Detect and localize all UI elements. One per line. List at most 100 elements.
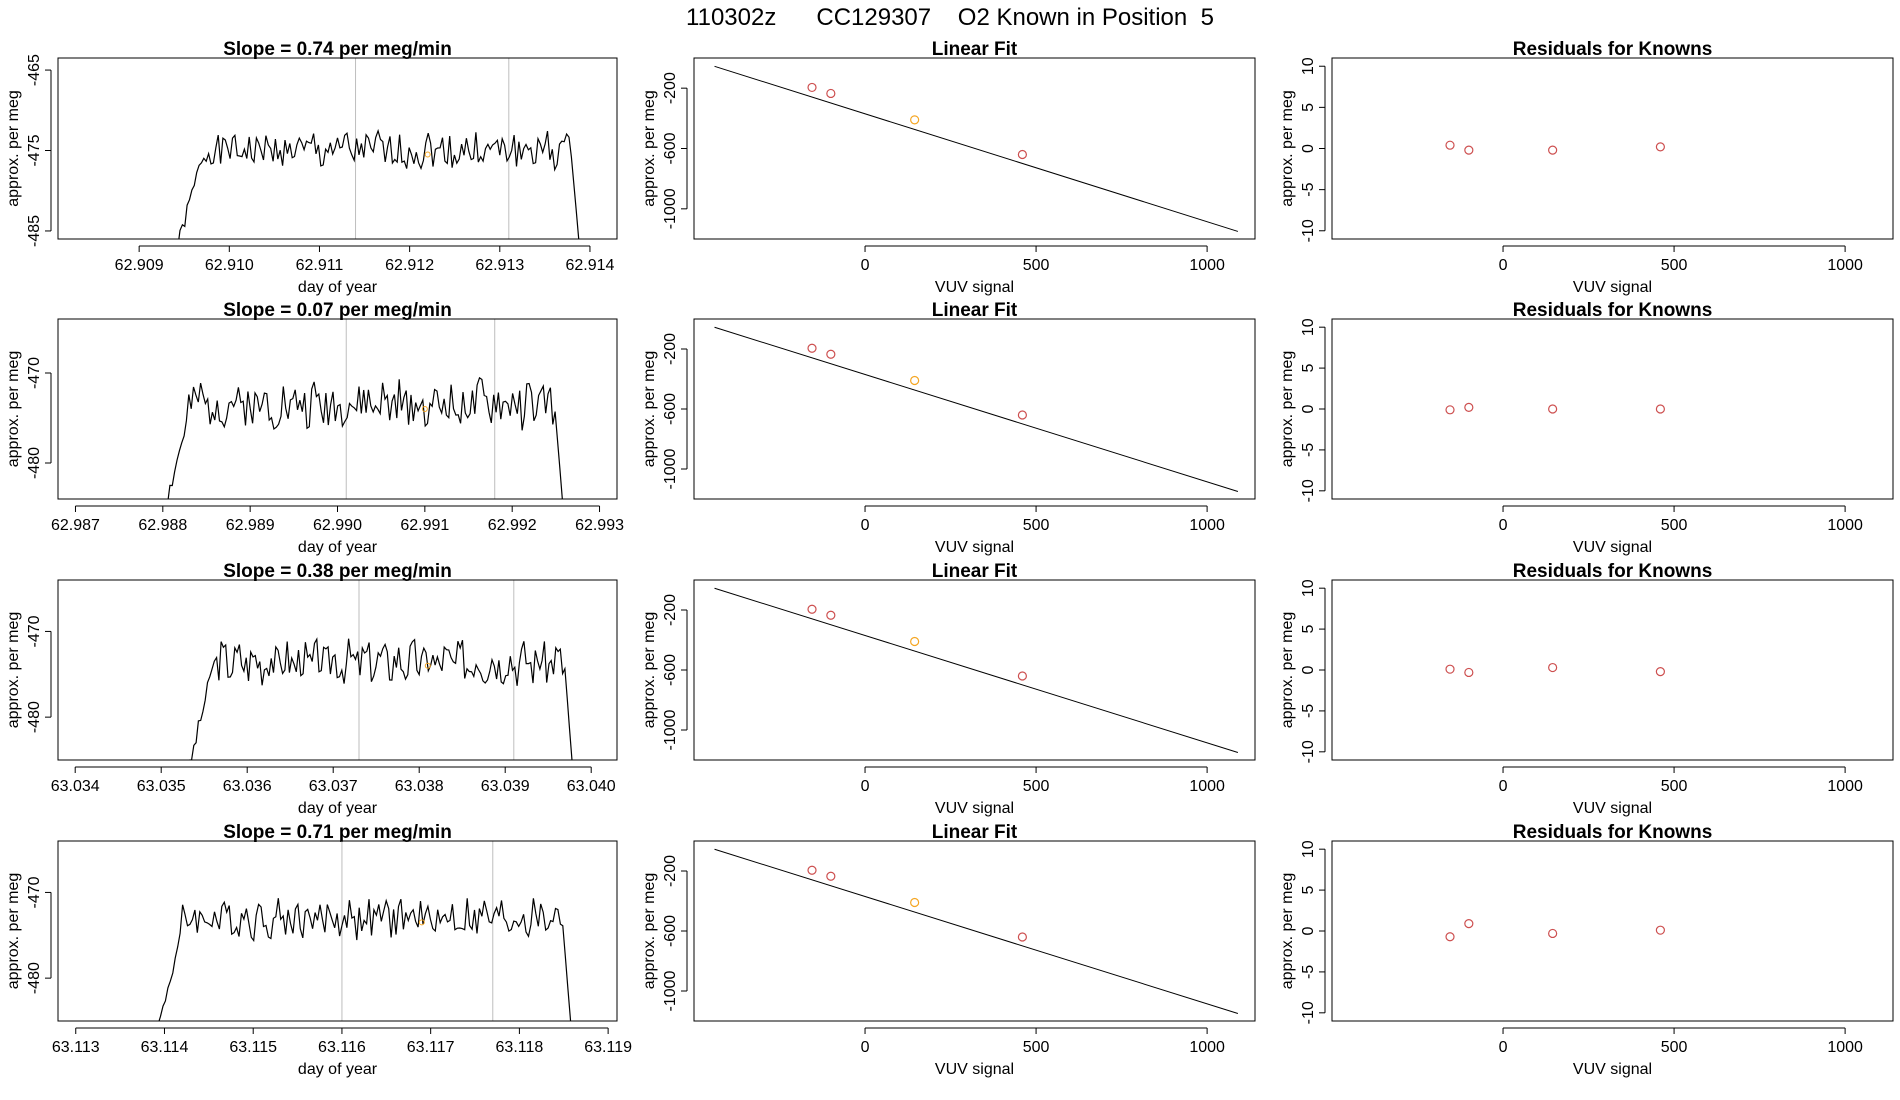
fit-line	[714, 587, 1239, 753]
plot-frame	[693, 57, 1256, 240]
y-tick-label: -480	[26, 962, 43, 994]
plot-frame	[693, 318, 1256, 500]
known-point	[1445, 664, 1455, 674]
x-tick-label: 63.116	[318, 1039, 366, 1056]
x-tick-label: 500	[1023, 1039, 1050, 1056]
x-tick-label: 63.113	[52, 1039, 100, 1056]
y-tick-label: -5	[1300, 182, 1317, 196]
y-axis-label: approx. per meg	[1279, 90, 1296, 207]
y-tick-label: -470	[26, 615, 43, 647]
panels-grid: Slope = 0.74 per meg/min 62.909 62.910 62.9…	[5, 39, 1894, 1078]
plot-frame	[57, 318, 618, 500]
y-tick-label: -200	[662, 855, 679, 887]
series-line	[188, 637, 573, 760]
known-point	[1445, 932, 1455, 942]
y-tick-label: -200	[662, 594, 679, 626]
x-tick-label: 62.990	[313, 517, 362, 534]
y-tick-label: -5	[1300, 965, 1317, 979]
x-tick-label: 1000	[1827, 1039, 1863, 1056]
plot-frame	[693, 579, 1256, 761]
x-tick-label: 63.040	[567, 778, 616, 795]
panel-title: Slope = 0.74 per meg/min	[223, 39, 452, 60]
panel-11: Linear Fit 0 500 1000 VUV signal -200 -600 -100…	[641, 822, 1256, 1078]
known-point	[1017, 410, 1027, 420]
x-tick-label: 62.987	[51, 517, 100, 534]
y-axis-label: approx. per meg	[641, 90, 658, 207]
x-tick-label: 500	[1661, 257, 1688, 274]
x-axis-label: VUV signal	[1573, 539, 1652, 556]
sample-marker	[418, 919, 425, 926]
y-axis-label: approx. per meg	[1279, 351, 1296, 468]
x-tick-label: 0	[861, 1039, 870, 1056]
plot-area	[714, 848, 1239, 1014]
y-tick-label: -1000	[662, 188, 679, 229]
y-axis-label: approx. per meg	[1279, 873, 1296, 990]
y-tick-label: 10	[1300, 318, 1317, 336]
known-point	[826, 88, 836, 99]
y-tick-label: -1000	[662, 448, 679, 489]
panel-title: Linear Fit	[932, 822, 1018, 843]
x-tick-label: 62.989	[226, 517, 275, 534]
plot-frame	[57, 840, 618, 1022]
panel-title: Slope = 0.07 per meg/min	[223, 300, 452, 321]
x-tick-label: 63.115	[229, 1039, 277, 1056]
plot-area	[1445, 919, 1665, 942]
panel-title: Linear Fit	[932, 300, 1018, 321]
x-tick-label: 63.117	[407, 1039, 455, 1056]
x-tick-label: 500	[1023, 257, 1050, 274]
y-tick-label: 0	[1300, 404, 1317, 413]
panel-6: Residuals for Knowns 0 500 1000 VUV signal 10…	[1279, 300, 1894, 556]
known-point	[1655, 925, 1665, 935]
y-axis-label: approx. per meg	[5, 351, 22, 468]
x-tick-label: 1000	[1189, 778, 1225, 795]
y-tick-label: -10	[1300, 219, 1317, 242]
known-point	[1548, 404, 1558, 414]
y-axis-label: approx. per meg	[5, 90, 22, 207]
x-axis-label: VUV signal	[1573, 800, 1652, 817]
known-point	[807, 604, 817, 614]
known-point	[1445, 140, 1455, 150]
known-point	[1017, 671, 1027, 681]
figure-title: 110302z CC129307 O2 Known in Position 5	[686, 4, 1214, 31]
y-tick-label: -480	[26, 701, 43, 733]
y-tick-label: -600	[662, 654, 679, 686]
panel-title: Linear Fit	[932, 39, 1018, 60]
known-point	[1017, 932, 1027, 942]
x-tick-label: 0	[1499, 517, 1508, 534]
known-point	[1464, 402, 1474, 412]
panel-5: Linear Fit 0 500 1000 VUV signal -200 -600 -100…	[641, 300, 1256, 556]
known-point	[1548, 145, 1558, 155]
panel-12: Residuals for Knowns 0 500 1000 VUV signal 10…	[1279, 822, 1894, 1078]
panel-1: Slope = 0.74 per meg/min 62.909 62.910 62.9…	[5, 39, 618, 296]
y-tick-label: -5	[1300, 443, 1317, 457]
y-tick-label: -600	[662, 132, 679, 164]
sample-point	[910, 897, 920, 908]
panel-2: Linear Fit 0 500 1000 VUV signal -200 -600 -100…	[641, 39, 1256, 296]
plot-frame	[693, 840, 1256, 1022]
known-point	[807, 82, 817, 93]
x-tick-label: 1000	[1189, 1039, 1225, 1056]
y-tick-label: -485	[26, 215, 43, 247]
x-tick-label: 63.037	[309, 778, 358, 795]
y-tick-label: -10	[1300, 479, 1317, 502]
panel-title: Residuals for Knowns	[1513, 39, 1713, 60]
x-tick-label: 62.988	[138, 517, 187, 534]
sample-marker	[424, 151, 431, 158]
x-tick-label: 0	[1499, 1039, 1508, 1056]
y-axis-label: approx. per meg	[5, 873, 22, 990]
x-axis-label: day of year	[298, 279, 378, 296]
x-tick-label: 62.912	[385, 257, 434, 274]
x-tick-label: 0	[1499, 778, 1508, 795]
plot-area	[714, 65, 1239, 232]
y-tick-label: -475	[26, 134, 43, 166]
x-tick-label: 62.913	[475, 257, 524, 274]
x-axis-label: VUV signal	[935, 1061, 1014, 1078]
x-tick-label: 63.035	[137, 778, 186, 795]
x-tick-label: 1000	[1827, 778, 1863, 795]
x-axis-label: VUV signal	[1573, 279, 1652, 296]
plot-area	[158, 898, 572, 1021]
known-point	[826, 871, 836, 881]
x-tick-label: 0	[861, 517, 870, 534]
known-point	[1655, 667, 1665, 677]
